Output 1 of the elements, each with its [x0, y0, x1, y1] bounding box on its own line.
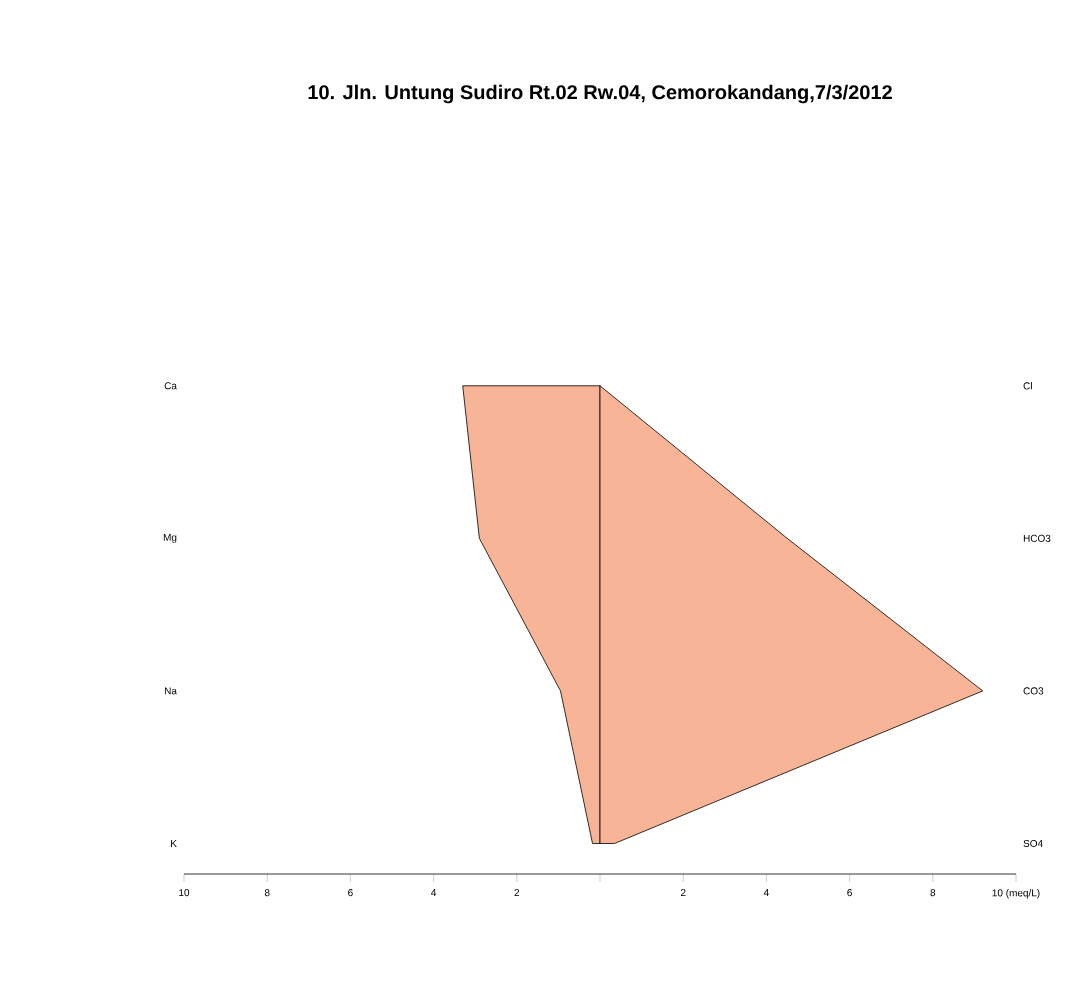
chart-title: 10. Jln. Untung Sudiro Rt.02 Rw.04, Cemorokandang,7/3/2012 [308, 84, 892, 104]
